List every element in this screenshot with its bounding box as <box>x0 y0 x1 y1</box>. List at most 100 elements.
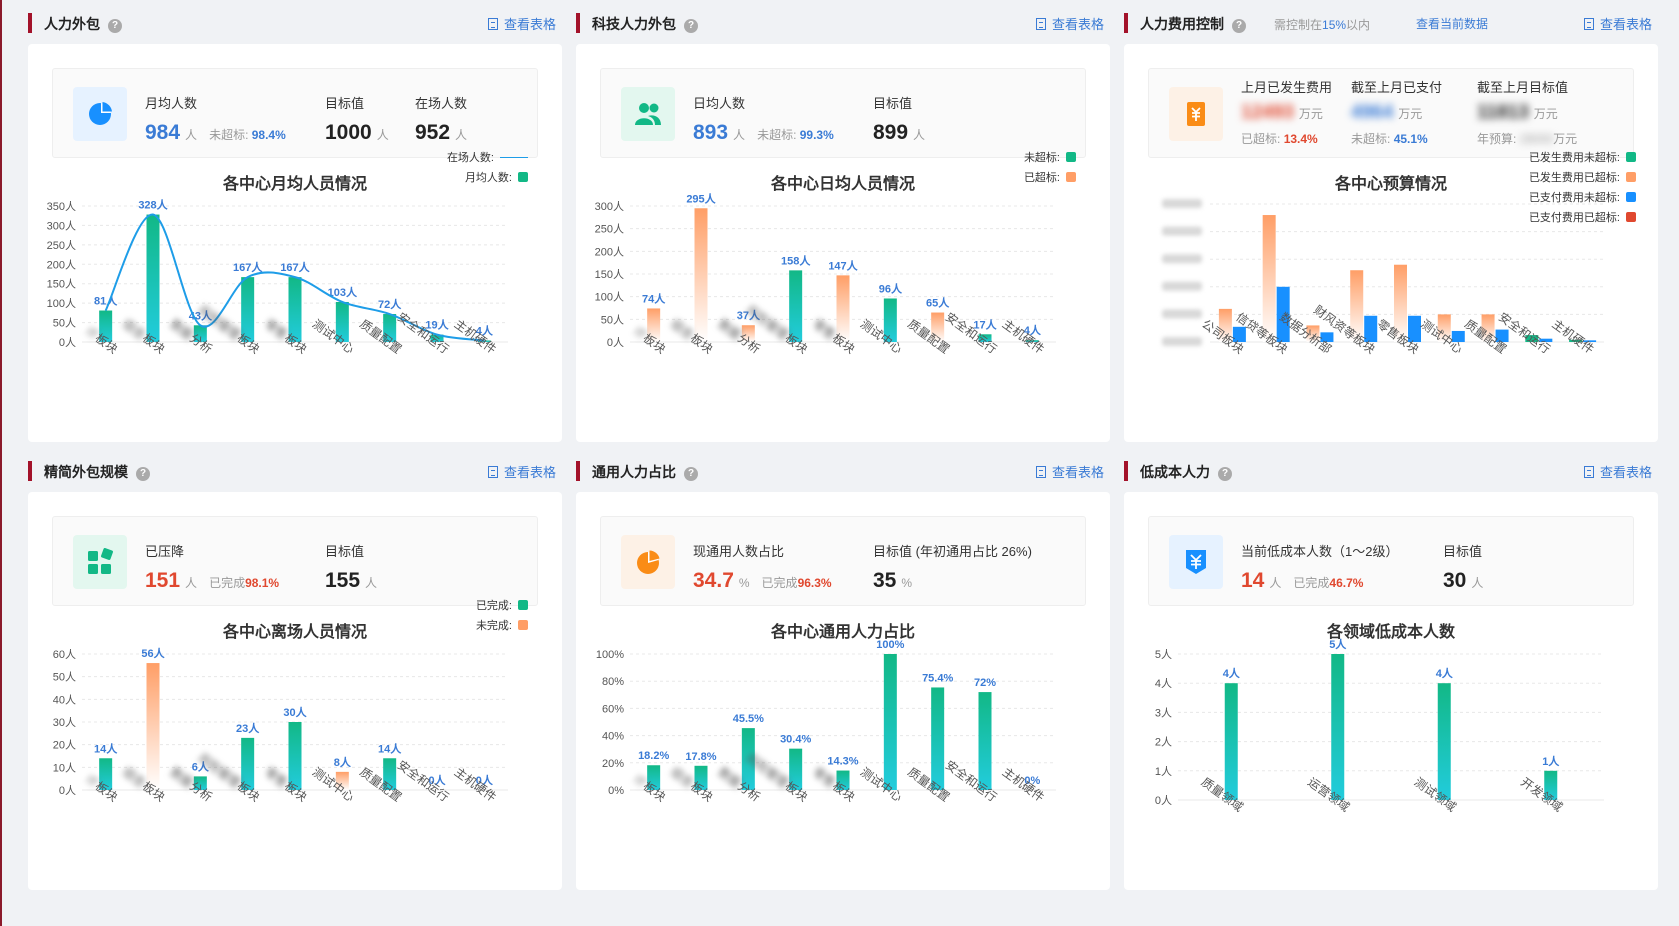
bar <box>1224 683 1238 800</box>
help-icon[interactable]: ? <box>1232 19 1246 33</box>
data-label: 18.2% <box>638 750 669 762</box>
kpi-value: 984 <box>145 121 181 144</box>
y-tick-label: 200人 <box>595 245 624 258</box>
legend-item: 已支付费用已超标: <box>1529 208 1636 228</box>
bar <box>694 208 708 342</box>
data-label: 147人 <box>828 258 858 272</box>
panel-card: 上月已发生费用 12493 万元 已超标: 13.4% 截至上月已支付 4964 万… <box>1124 44 1658 442</box>
kpi-unit: 人 <box>733 128 746 142</box>
help-icon[interactable]: ? <box>684 19 698 33</box>
bar <box>1569 339 1583 342</box>
data-label: 17.8% <box>685 751 716 763</box>
bar <box>978 692 992 790</box>
view-table-link[interactable]: 查看表格 <box>1035 462 1104 481</box>
kpi-value: 11813 <box>1477 102 1529 123</box>
panel-header: 科技人力外包? 查看表格 <box>576 0 1110 44</box>
y-tick-label: 30人 <box>53 716 76 729</box>
kpi-unit: 万元 <box>1398 107 1423 121</box>
data-label: 158人 <box>781 253 811 267</box>
bar <box>1437 314 1451 342</box>
kpi-label: 日均人数 <box>693 96 746 111</box>
legend-item: 在场人数: <box>447 148 528 168</box>
table-icon <box>1035 466 1046 478</box>
y-tick-label: 150人 <box>595 268 624 281</box>
bar <box>146 214 160 342</box>
data-label: 103人 <box>328 285 358 299</box>
kpi-note: 未超标: 99.3% <box>757 128 834 142</box>
bar <box>1394 264 1407 342</box>
title-accent-bar <box>28 461 32 481</box>
x-tick-label: 质量领域 <box>1199 775 1246 815</box>
yuan-badge-icon <box>1169 535 1223 589</box>
help-icon[interactable]: ? <box>136 467 150 481</box>
svg-text:测试领域: 测试领域 <box>1412 774 1460 814</box>
y-tick-label: 50人 <box>53 317 76 330</box>
view-table-link[interactable]: 查看表格 <box>1035 14 1104 33</box>
kpi-value: 12493 <box>1241 102 1294 123</box>
help-icon[interactable]: ? <box>684 467 698 481</box>
help-icon[interactable]: ? <box>108 19 122 33</box>
bar <box>99 758 113 790</box>
x-tick-label: 测试中心 <box>310 764 358 804</box>
svg-text:安全和运行: 安全和运行 <box>395 309 452 356</box>
y-tick-label-blurred <box>1162 199 1202 208</box>
bar <box>978 334 992 342</box>
bar <box>1451 330 1465 342</box>
bar <box>288 722 302 790</box>
y-tick-label: 100% <box>596 649 624 661</box>
data-label: 56人 <box>141 646 165 660</box>
panel-title: 科技人力外包? <box>592 14 698 34</box>
bar-series <box>647 654 992 790</box>
svg-text:测试中心: 测试中心 <box>858 316 906 356</box>
kpi-unit: 人 <box>1269 576 1282 590</box>
bar <box>836 770 850 790</box>
view-table-link[interactable]: 查看表格 <box>487 14 556 33</box>
data-label: 0人 <box>476 773 494 787</box>
data-label: 295人 <box>686 191 716 205</box>
panel-card: 日均人数 893 人未超标: 99.3% 目标值 899 人 未超标: 已超标: 各… <box>576 44 1110 442</box>
legend-item: 已发生费用未超标: <box>1529 148 1636 168</box>
data-label: 75.4% <box>922 672 953 684</box>
x-tick-label: 测试中心 <box>858 764 906 804</box>
panel-header: 人力外包? 查看表格 <box>28 0 562 44</box>
kpi-label: 目标值 <box>325 96 365 111</box>
chart-area: 0人50人100人150人200人250人300人350人81人328人43人1… <box>47 198 508 356</box>
data-label: 30.4% <box>780 734 811 746</box>
data-label: 17人 <box>973 317 997 331</box>
data-label: 4人 <box>1223 666 1241 680</box>
bar <box>383 314 397 342</box>
x-tick-label: 测试中心 <box>310 316 358 356</box>
data-label: 1人 <box>1542 754 1560 768</box>
y-tick-label: 0人 <box>1155 794 1172 807</box>
legend-item: 未超标: <box>1024 148 1076 168</box>
pie-slice-icon <box>621 535 675 589</box>
kpi-unit: 人 <box>913 128 926 142</box>
x-tick-label: 运营领域 <box>1305 775 1352 815</box>
view-table-link[interactable]: 查看表格 <box>1583 14 1652 33</box>
bar-series <box>647 208 1039 342</box>
svg-text:零售板块: 零售板块 <box>262 764 310 804</box>
data-label: 23人 <box>236 721 260 735</box>
bar <box>1583 340 1597 342</box>
view-current-data-link[interactable]: 查看当前数据 <box>1416 17 1489 31</box>
table-icon <box>1035 18 1046 30</box>
panel-title: 低成本人力? <box>1140 462 1232 482</box>
svg-text:质量领域: 质量领域 <box>1199 775 1246 815</box>
view-table-link[interactable]: 查看表格 <box>487 462 556 481</box>
data-label: 4人 <box>476 323 494 337</box>
legend-item: 未完成: <box>476 616 528 636</box>
kpi-box: 上月已发生费用 12493 万元 已超标: 13.4% 截至上月已支付 4964 万… <box>1148 68 1634 158</box>
users-icon <box>621 87 675 141</box>
title-accent-bar <box>576 461 580 481</box>
chart-legend: 在场人数: 月均人数: <box>447 148 528 188</box>
y-tick-label: 0人 <box>59 784 76 797</box>
y-tick-label: 50人 <box>601 313 624 326</box>
bar <box>883 298 897 342</box>
help-icon[interactable]: ? <box>1218 467 1232 481</box>
y-tick-label-blurred <box>1162 309 1202 319</box>
view-table-link[interactable]: 查看表格 <box>1583 462 1652 481</box>
bar <box>1262 215 1276 342</box>
bar <box>1350 270 1364 342</box>
kpi-label: 截至上月已支付 <box>1351 80 1443 95</box>
